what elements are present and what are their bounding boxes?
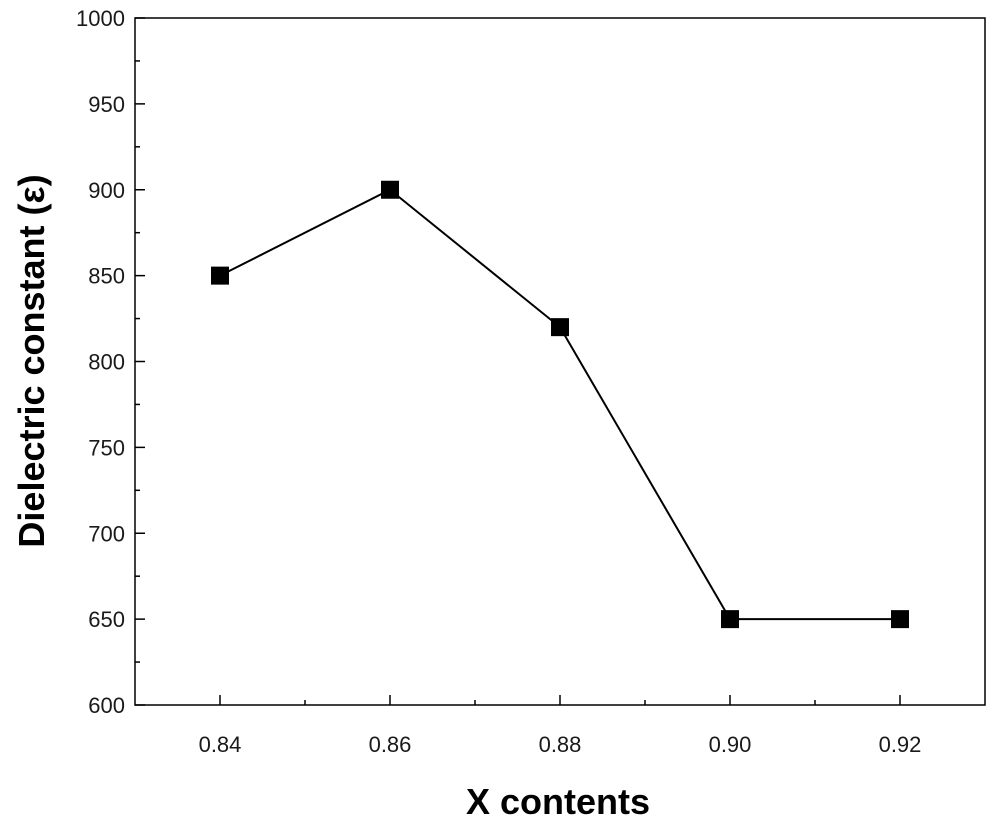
x-tick-label: 0.84 (199, 732, 242, 757)
y-tick-label: 850 (88, 264, 125, 289)
y-tick-label: 750 (88, 435, 125, 460)
data-point (381, 180, 399, 199)
y-tick-label: 900 (88, 178, 125, 203)
y-tick-label: 600 (88, 693, 125, 718)
x-tick-label: 0.90 (709, 732, 752, 757)
data-point (721, 610, 739, 629)
data-point (891, 610, 909, 629)
y-axis-title: Dielectric constant (ε) (11, 174, 52, 547)
x-tick-label: 0.86 (369, 732, 412, 757)
series-layer (211, 180, 909, 629)
y-tick-label: 1000 (76, 6, 125, 31)
ticks-layer (135, 17, 901, 706)
x-tick-label: 0.88 (539, 732, 582, 757)
x-tick-labels: 0.84 0.86 0.88 0.90 0.92 (199, 732, 922, 757)
y-tick-labels: 600 650 700 750 800 850 900 950 1000 (76, 6, 125, 718)
x-axis-title: X contents (466, 781, 650, 822)
data-point (551, 318, 569, 337)
y-tick-label: 800 (88, 350, 125, 375)
plot-frame (134, 17, 986, 706)
data-point (211, 266, 229, 285)
y-tick-label: 700 (88, 521, 125, 546)
y-tick-label: 950 (88, 92, 125, 117)
x-tick-label: 0.92 (879, 732, 922, 757)
y-tick-label: 650 (88, 607, 125, 632)
series-line (219, 188, 900, 621)
